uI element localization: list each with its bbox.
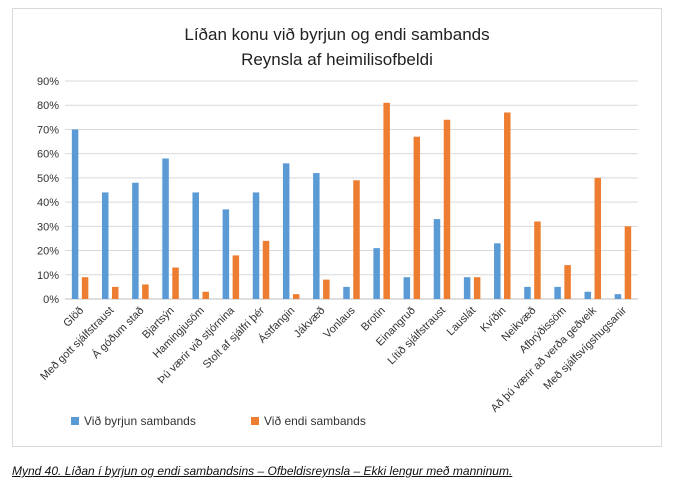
bar-end (81, 277, 89, 299)
x-tick-label: Brotin (359, 305, 388, 334)
bar-end (262, 240, 270, 299)
bar-end (172, 267, 179, 299)
bar-start (463, 277, 471, 299)
chart-subtitle: Reynsla af heimilisofbeldi (241, 50, 433, 69)
x-tick-label: Lauslát (445, 305, 479, 339)
y-axis: 0% 10% 20% 30% 40% 50% 60% 70% 80% 90% (37, 76, 59, 306)
x-tick-label: Vonlaus (321, 304, 358, 341)
bar-start (614, 294, 622, 299)
legend-swatch (71, 417, 79, 425)
bar-start (192, 192, 199, 299)
y-tick-label: 0% (43, 294, 59, 306)
bar-end (323, 279, 330, 299)
y-tick-label: 40% (37, 197, 59, 209)
bar-start (524, 286, 531, 299)
y-tick-label: 50% (37, 173, 59, 185)
x-tick-label: Á góðum stað (89, 304, 146, 361)
y-tick-label: 10% (37, 270, 59, 282)
bar-start (101, 192, 109, 299)
x-tick-label: Glöð (61, 305, 86, 330)
bar-start (373, 248, 380, 299)
bar-end (443, 119, 451, 299)
chart: Líðan konu við byrjun og endi sambands R… (37, 25, 638, 428)
bar-end (232, 255, 240, 299)
figure-caption: Mynd 40. Líðan í byrjun og endi sambands… (12, 464, 513, 478)
bar-start (494, 243, 501, 299)
y-tick-label: 20% (37, 246, 59, 258)
bar-end (564, 265, 571, 299)
legend-label: Við endi sambands (264, 414, 366, 428)
x-tick-label: Jákvæð (292, 305, 328, 341)
bar-end (534, 221, 541, 299)
bar-start (132, 182, 139, 299)
legend: Við byrjun sambands Við endi sambands (71, 414, 366, 428)
y-tick-label: 70% (37, 124, 59, 136)
bar-start (584, 291, 592, 299)
y-tick-label: 30% (37, 221, 59, 233)
bar-end (383, 102, 390, 299)
bar-start (71, 129, 79, 299)
bar-end (353, 180, 360, 299)
bar-end (504, 112, 511, 299)
bar-start (343, 286, 350, 299)
bar-start (403, 277, 411, 299)
chart-title: Líðan konu við byrjun og endi sambands (184, 25, 489, 44)
bar-end (202, 291, 209, 299)
bar-start (252, 192, 260, 299)
bar-end (594, 177, 602, 299)
bars (71, 102, 632, 299)
y-tick-label: 90% (37, 76, 59, 88)
legend-label: Við byrjun sambands (84, 414, 196, 428)
bar-end (142, 284, 149, 299)
y-tick-label: 80% (37, 100, 59, 112)
bar-start (282, 163, 290, 299)
legend-swatch (251, 417, 259, 425)
bar-end (473, 277, 481, 299)
bar-end (413, 136, 421, 299)
bar-start (313, 173, 320, 299)
bar-end (292, 294, 300, 299)
bar-start (222, 209, 230, 299)
bar-start (433, 219, 441, 299)
bar-start (554, 286, 561, 299)
y-tick-label: 60% (37, 149, 59, 161)
bar-start (162, 158, 169, 299)
gridlines (65, 80, 638, 300)
bar-end (111, 286, 119, 299)
chart-frame: Líðan konu við byrjun og endi sambands R… (12, 8, 662, 447)
bar-end (624, 226, 632, 299)
